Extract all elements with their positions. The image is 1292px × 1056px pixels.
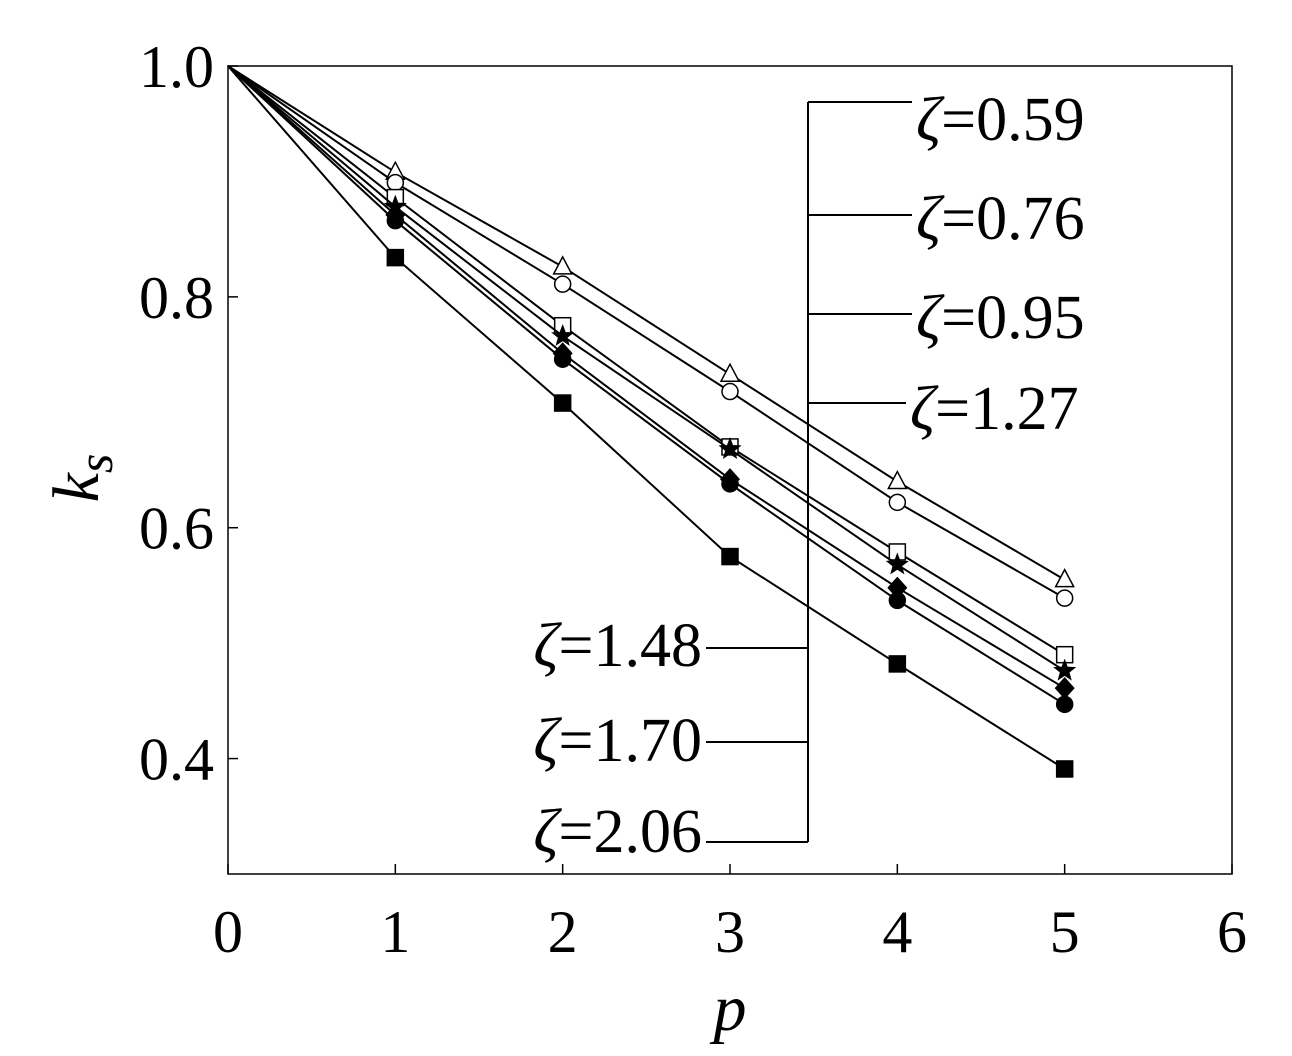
- y-tick-label: 0.6: [139, 496, 214, 562]
- legend-label: ζ=0.76: [916, 185, 1085, 253]
- data-point: [551, 323, 575, 346]
- legend-symbol: ζ: [910, 375, 939, 443]
- data-point: [552, 255, 573, 275]
- data-point: [1055, 589, 1074, 607]
- series-group: [227, 65, 1077, 778]
- y-tick-label: 1.0: [139, 34, 214, 100]
- legend-value: =1.70: [559, 707, 702, 775]
- data-point: [386, 248, 405, 267]
- data-point: [888, 493, 907, 512]
- legend-value: =0.95: [941, 284, 1084, 352]
- legend-value: =2.06: [559, 798, 702, 866]
- series-line: [227, 65, 1066, 581]
- legend-value: =1.27: [935, 375, 1078, 443]
- series-4: [227, 65, 1077, 681]
- data-point: [1054, 677, 1075, 700]
- data-point: [721, 475, 739, 493]
- x-tick-label: 0: [213, 899, 243, 965]
- legend-label: ζ=1.27: [910, 375, 1079, 443]
- legend-label: ζ=1.48: [533, 612, 702, 680]
- x-axis-title: p: [710, 972, 747, 1045]
- legend: ζ=0.59ζ=0.76ζ=0.95ζ=1.27ζ=1.48ζ=1.70ζ=2.…: [533, 86, 1084, 866]
- y-axis-title: ks: [40, 454, 123, 503]
- series-line: [227, 65, 1066, 672]
- data-point: [553, 394, 572, 412]
- legend-label: ζ=0.59: [916, 86, 1085, 154]
- legend-value: =1.48: [559, 612, 702, 680]
- y-axis-title-sub: s: [67, 454, 123, 473]
- data-point: [386, 211, 405, 230]
- data-point: [719, 362, 741, 382]
- legend-label: ζ=1.70: [533, 707, 702, 775]
- series-6: [227, 65, 1074, 714]
- data-point: [887, 469, 908, 490]
- legend-label: ζ=0.95: [916, 284, 1085, 352]
- legend-symbol: ζ: [916, 185, 945, 253]
- series-line: [227, 65, 1066, 770]
- series-7: [227, 65, 1074, 778]
- data-point: [721, 382, 739, 401]
- legend-symbol: ζ: [533, 798, 562, 866]
- series-3: [227, 65, 1074, 664]
- series-line: [227, 65, 1066, 599]
- legend-label: ζ=2.06: [533, 798, 702, 866]
- data-point: [718, 437, 742, 460]
- y-axis-title-main: k: [40, 471, 113, 502]
- legend-symbol: ζ: [533, 707, 562, 775]
- x-tick-label: 2: [548, 899, 578, 965]
- x-tick-label: 3: [715, 899, 745, 965]
- y-tick-label: 0.8: [139, 265, 214, 331]
- axes: 0 1 2 3 4 5 6 0.4 0.6 0.8 1.0: [139, 34, 1247, 965]
- y-tick-label: 0.4: [139, 727, 214, 793]
- legend-value: =0.76: [941, 185, 1084, 253]
- data-point: [1054, 568, 1075, 588]
- x-tick-label: 5: [1050, 899, 1080, 965]
- data-point: [1055, 760, 1074, 778]
- x-tick-label: 6: [1217, 899, 1247, 965]
- series-line: [227, 65, 1066, 656]
- data-point: [1055, 695, 1074, 714]
- data-point: [888, 655, 907, 673]
- data-point: [386, 173, 405, 192]
- legend-symbol: ζ: [916, 86, 945, 154]
- series-1: [227, 65, 1075, 588]
- x-tick-label: 4: [882, 899, 912, 965]
- data-point: [553, 275, 572, 293]
- data-point: [888, 591, 907, 610]
- series-line: [227, 65, 1066, 706]
- data-point: [1053, 658, 1077, 681]
- data-point: [721, 547, 739, 566]
- data-point: [885, 552, 909, 575]
- legend-symbol: ζ: [916, 284, 945, 352]
- legend-value: =0.59: [941, 86, 1084, 154]
- series-line: [227, 65, 1066, 690]
- legend-symbol: ζ: [533, 612, 562, 680]
- data-point: [553, 350, 572, 368]
- x-tick-label: 1: [380, 899, 410, 965]
